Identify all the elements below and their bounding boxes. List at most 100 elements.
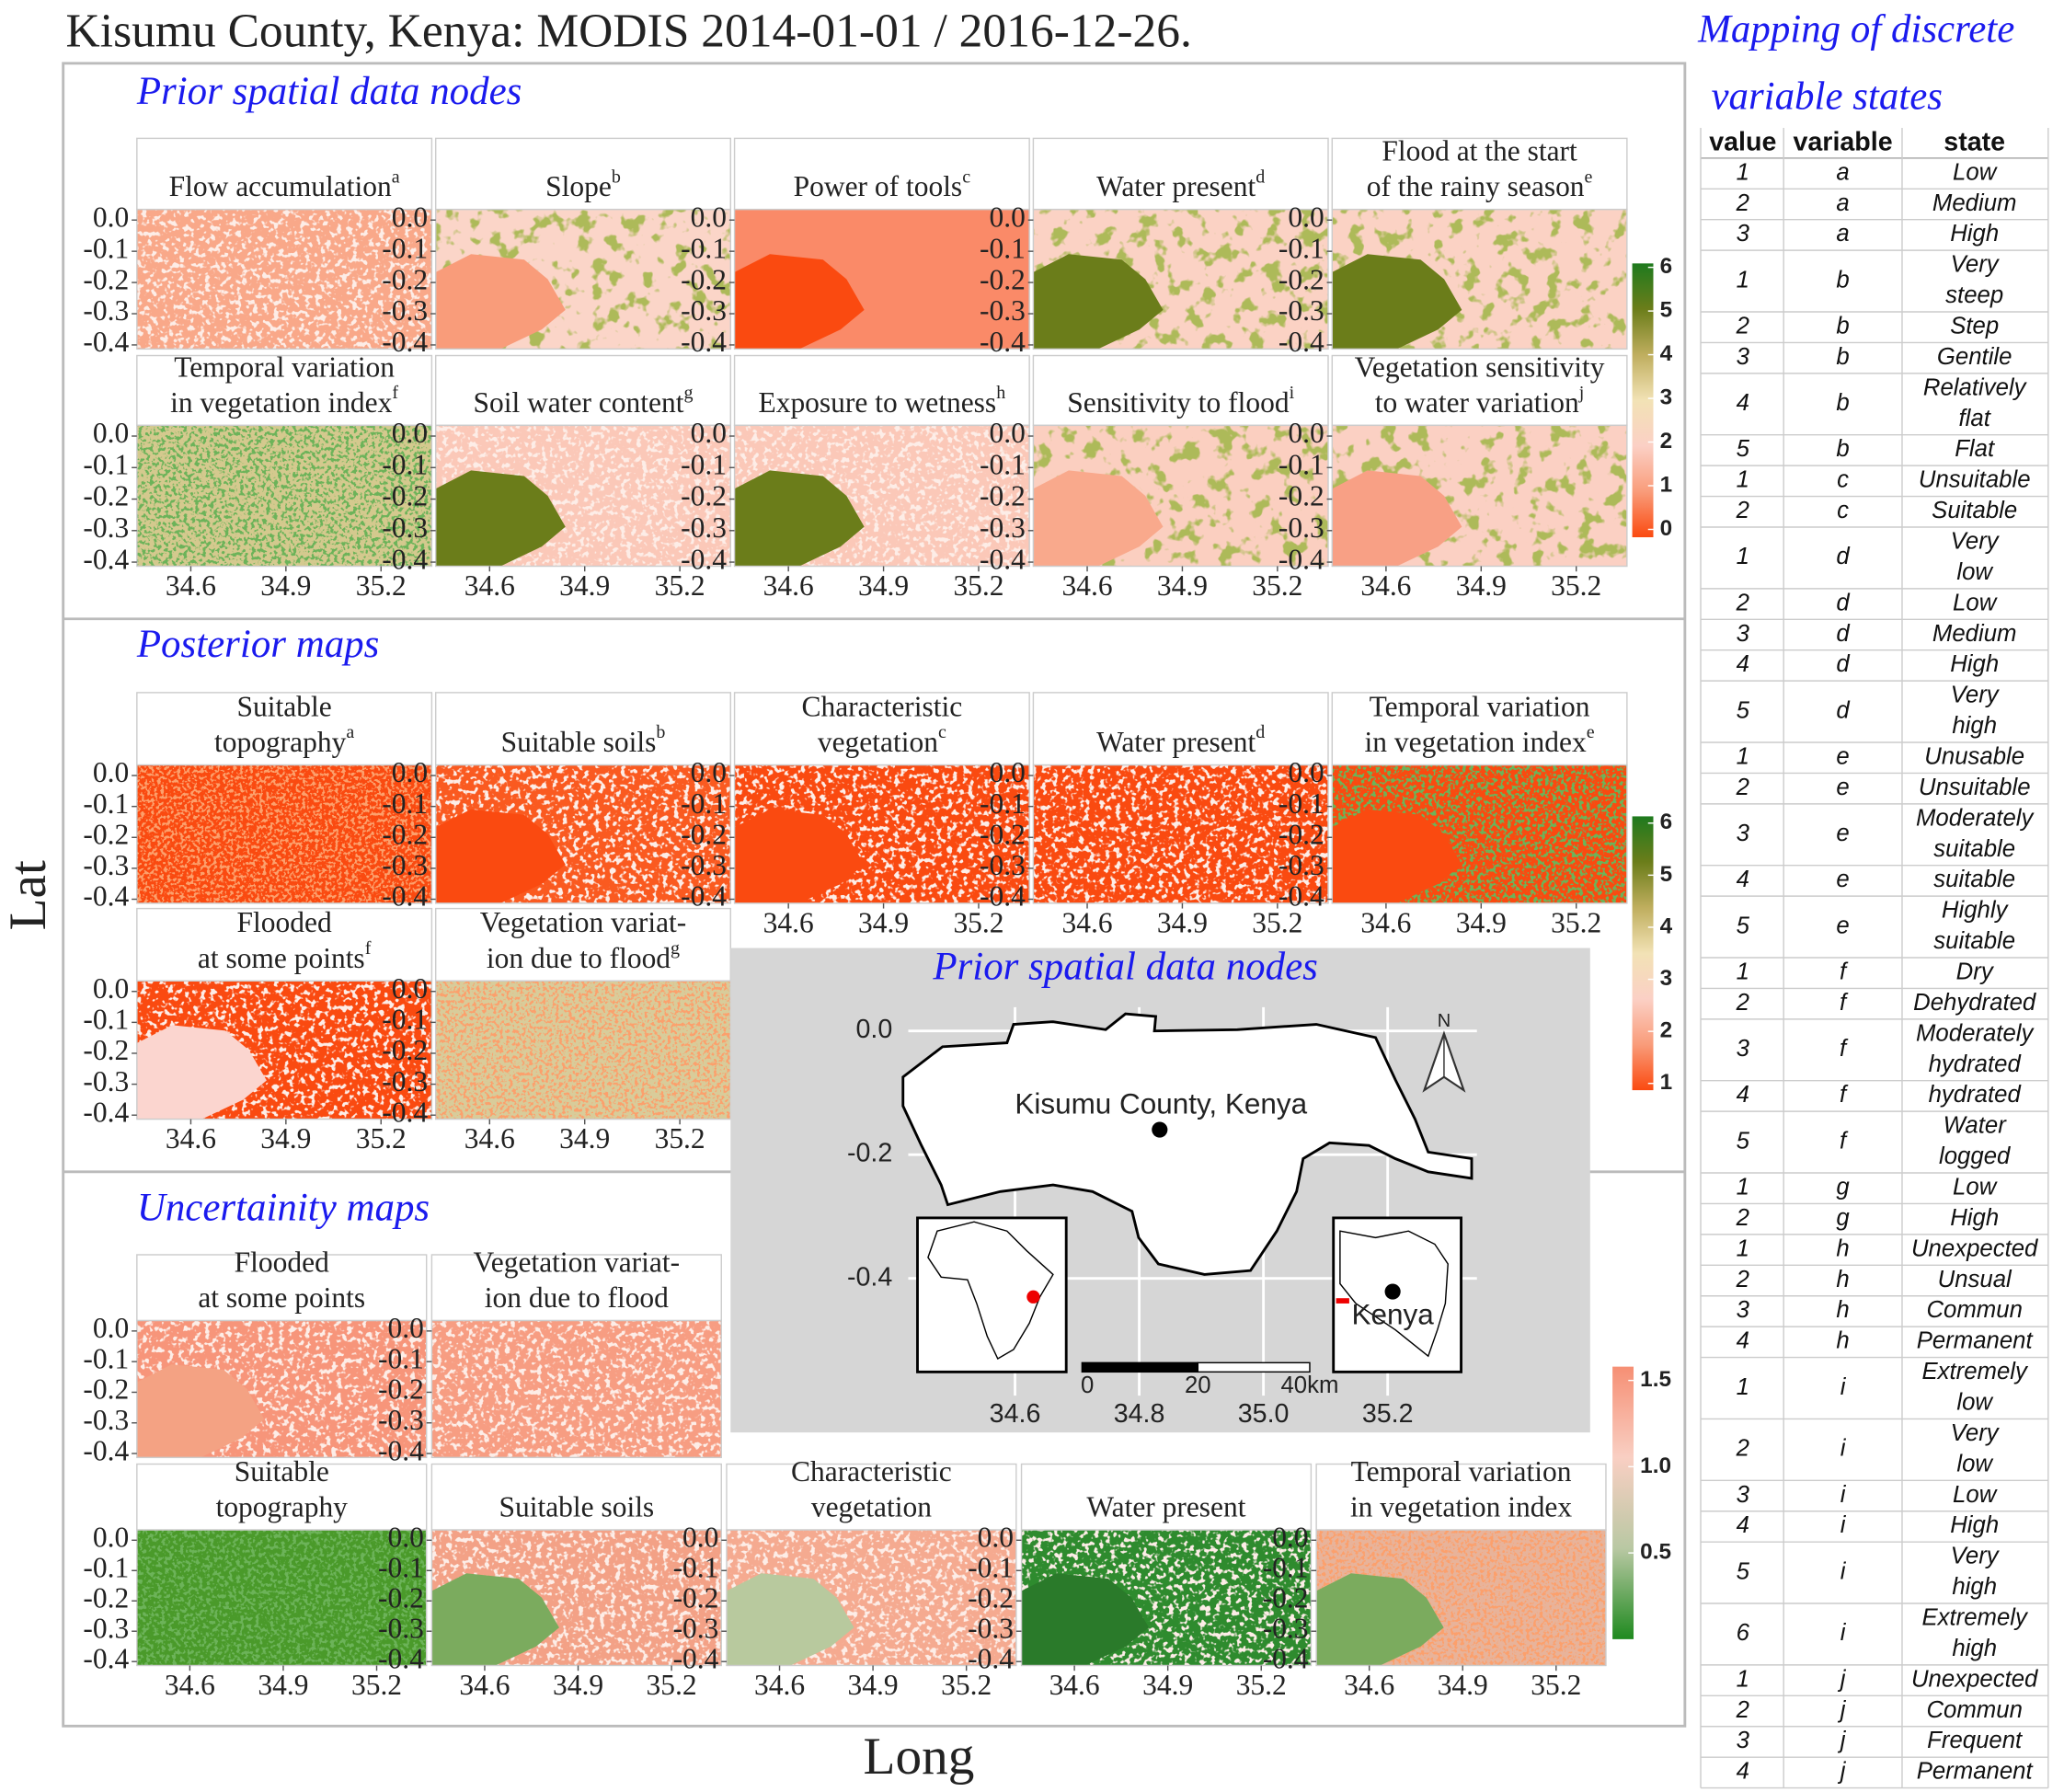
table-cell: 1 (1737, 1374, 1749, 1400)
table-cell: 2 (1736, 1205, 1749, 1231)
table-cell: high (1952, 713, 1997, 739)
lat-tick-label: -0.4 (83, 543, 129, 575)
table-cell: Suitable (1932, 498, 2017, 523)
map-region (1332, 470, 1462, 567)
map-texture (136, 209, 432, 350)
inset-x-label: 34.8 (1114, 1399, 1165, 1429)
long-tick-label: 34.9 (858, 906, 909, 938)
panel-title-line: in vegetation index (1365, 726, 1587, 758)
table-cell: Very (1951, 683, 2001, 708)
inset-x-label: 35.0 (1238, 1399, 1290, 1429)
panel-title: Water present (1086, 1491, 1245, 1523)
lat-tick-label: -0.3 (382, 511, 428, 544)
map-region (1332, 254, 1462, 350)
map-region (136, 1364, 265, 1458)
inset-y-label: 0.0 (856, 1015, 893, 1044)
lat-tick-label: -0.4 (83, 1642, 129, 1674)
panel-note: b (656, 722, 665, 742)
lat-tick-label: 0.0 (682, 1522, 718, 1554)
table-cell: 4 (1737, 651, 1749, 677)
lat-tick-label: -0.3 (1263, 1612, 1309, 1644)
long-tick-label: 34.6 (464, 1122, 515, 1154)
panel-title: to water variationj (1375, 383, 1585, 419)
table-cell: i (1840, 1558, 1847, 1584)
long-tick-label: 35.2 (953, 906, 1003, 938)
lat-tick-label: -0.2 (83, 480, 129, 512)
lat-tick-label: -0.1 (673, 1551, 719, 1583)
long-tick-label: 34.6 (754, 1669, 805, 1701)
map-region (726, 1573, 854, 1666)
long-tick-label: 34.9 (1456, 569, 1507, 602)
lat-tick-label: -0.3 (382, 1065, 428, 1097)
panel-title: at some pointsf (198, 938, 372, 975)
table-cell: 2 (1736, 1697, 1749, 1723)
panel-title: Characteristic (801, 691, 962, 723)
panel-title-line: Characteristic (791, 1455, 952, 1488)
lat-tick-label: -0.4 (83, 326, 129, 358)
lat-tick-label: -0.1 (83, 1551, 129, 1583)
panel-title-line: ion due to flood (487, 942, 671, 974)
table-cell: a (1836, 221, 1849, 247)
long-tick-label: 35.2 (1551, 906, 1601, 938)
lat-tick-label: -0.3 (83, 849, 129, 881)
table-title: variable states (1711, 75, 1943, 119)
panel-title-line: Temporal variation (1370, 691, 1590, 723)
table-cell: e (1836, 913, 1849, 938)
table-cell: Commun (1926, 1697, 2022, 1723)
map-region (431, 1573, 559, 1666)
lat-tick-label: -0.1 (980, 787, 1026, 820)
panel-title-line: Temporal variation (1351, 1455, 1572, 1488)
map-border (430, 1529, 722, 1667)
table-cell: Extremely (1921, 1359, 2029, 1384)
table-cell: 4 (1737, 390, 1749, 416)
long-tick-label: 34.6 (1360, 906, 1411, 938)
map-region (1021, 1573, 1150, 1666)
panel-note: e (1585, 167, 1593, 187)
long-tick-label: 34.9 (858, 569, 909, 602)
lat-tick-label: -0.4 (968, 1642, 1014, 1674)
table-cell: 3 (1737, 1036, 1750, 1062)
table-cell: Relatively (1923, 374, 2028, 400)
lat-tick-label: -0.1 (980, 232, 1026, 264)
lat-tick-label: -0.3 (1279, 294, 1324, 327)
panel-strip (1032, 137, 1329, 211)
lat-tick-label: -0.1 (83, 787, 129, 820)
colorbar-label: 2 (1660, 1018, 1673, 1043)
lat-tick-label: -0.3 (681, 849, 727, 881)
lat-tick-label: -0.2 (1279, 818, 1324, 850)
table-cell: j (1838, 1728, 1847, 1753)
table-cell: Step (1950, 314, 1999, 339)
lat-tick-label: -0.1 (1279, 232, 1324, 264)
lat-tick-label: -0.1 (382, 1004, 428, 1036)
county-label: Kisumu County, Kenya (1015, 1088, 1307, 1120)
lat-tick-label: 0.0 (1272, 1522, 1308, 1554)
panel-title: vegetationc (818, 722, 946, 759)
lat-tick-label: -0.3 (83, 1404, 129, 1436)
county-outline (901, 1012, 1473, 1276)
panel-title-line: Vegetation variat- (480, 906, 687, 938)
panel-title: Flood at the start (1382, 135, 1577, 167)
panel-note: i (1290, 383, 1295, 403)
lat-tick-label: 0.0 (93, 201, 129, 233)
table-cell: Moderately (1916, 805, 2035, 831)
table-cell: 5 (1737, 436, 1750, 462)
lat-tick-label: -0.3 (382, 849, 428, 881)
table-cell: Low (1953, 590, 1998, 615)
table-cell: High (1950, 651, 1999, 677)
table-cell: h (1836, 1328, 1849, 1354)
panel-note: e (1587, 722, 1595, 742)
table-cell: j (1838, 1759, 1847, 1785)
table-cell: Commun (1926, 1297, 2022, 1323)
table-cell: High (1950, 1205, 1999, 1231)
table-cell: 3 (1737, 1297, 1750, 1323)
lat-tick-label: -0.2 (83, 1034, 129, 1066)
table-cell: hydrated (1929, 1082, 2022, 1108)
panel-title: Suitable (235, 1455, 329, 1488)
panel-title-line: Suitable soils (501, 726, 657, 758)
table-cell: Low (1953, 1175, 1998, 1200)
lat-tick-label: -0.3 (378, 1404, 424, 1436)
section-title: Prior spatial data nodes (136, 70, 522, 113)
inset-x-label: 34.6 (990, 1399, 1041, 1429)
lat-tick-label: 0.0 (93, 417, 129, 449)
